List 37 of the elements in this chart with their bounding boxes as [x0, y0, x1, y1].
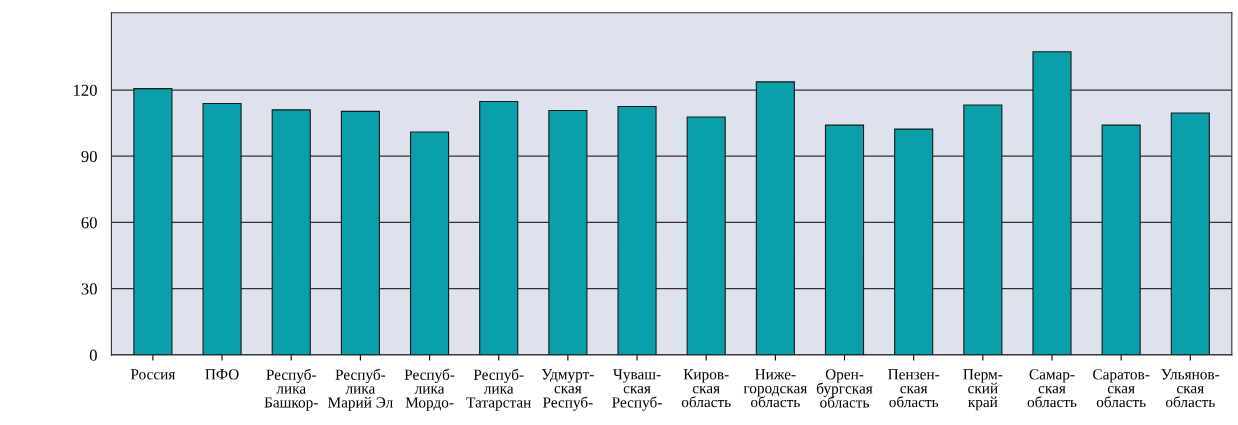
- bar: [133, 88, 173, 355]
- x-tick-label: Перм- ский край: [963, 369, 1003, 411]
- x-tick-label: Ульянов- ская область: [1161, 369, 1220, 408]
- y-tick-label: 60: [81, 217, 97, 229]
- bar: [824, 124, 865, 355]
- x-tick-label: Самар- ская область: [1027, 369, 1077, 408]
- bar: [894, 128, 934, 355]
- x-tick-label: Орен- бургская область: [816, 369, 873, 408]
- y-tick-label: 90: [81, 150, 97, 163]
- x-tick-label: Чуваш- ская Респуб-: [612, 369, 662, 411]
- bar: [1032, 51, 1072, 355]
- bar: [548, 109, 588, 355]
- x-tick-label: Удмурт- ская Респуб-: [541, 369, 594, 411]
- y-tick-label: 0: [89, 349, 97, 361]
- x-tick-label: ПФО: [205, 369, 239, 380]
- x-tick-label: Респуб- лика Татарстан: [466, 368, 531, 411]
- x-tick-label: Россия: [130, 369, 176, 380]
- x-tick-label: Респуб- лика Башкор-: [264, 368, 318, 411]
- bar: [686, 116, 726, 355]
- bar: [1170, 112, 1210, 355]
- bar: [617, 106, 657, 355]
- y-tick-label: 120: [74, 84, 97, 96]
- x-tick-label: Ниже- городская область: [743, 369, 808, 408]
- bar: [755, 81, 795, 355]
- bar: [479, 100, 519, 355]
- bar: [340, 110, 380, 355]
- bar: [963, 104, 1003, 355]
- bar: [409, 131, 450, 355]
- bar: [271, 109, 311, 355]
- x-tick-label: Респуб- лика Марий Эл: [328, 368, 393, 411]
- x-tick-label: Пензен- ская область: [888, 369, 940, 408]
- x-tick-label: Респуб- лика Мордо-: [404, 368, 455, 411]
- bar: [1101, 124, 1141, 355]
- x-tick-label: Киров- ская область: [681, 369, 731, 408]
- x-tick-label: Саратов- ская область: [1093, 369, 1150, 408]
- bar: [202, 102, 242, 355]
- y-tick-label: 30: [81, 283, 97, 295]
